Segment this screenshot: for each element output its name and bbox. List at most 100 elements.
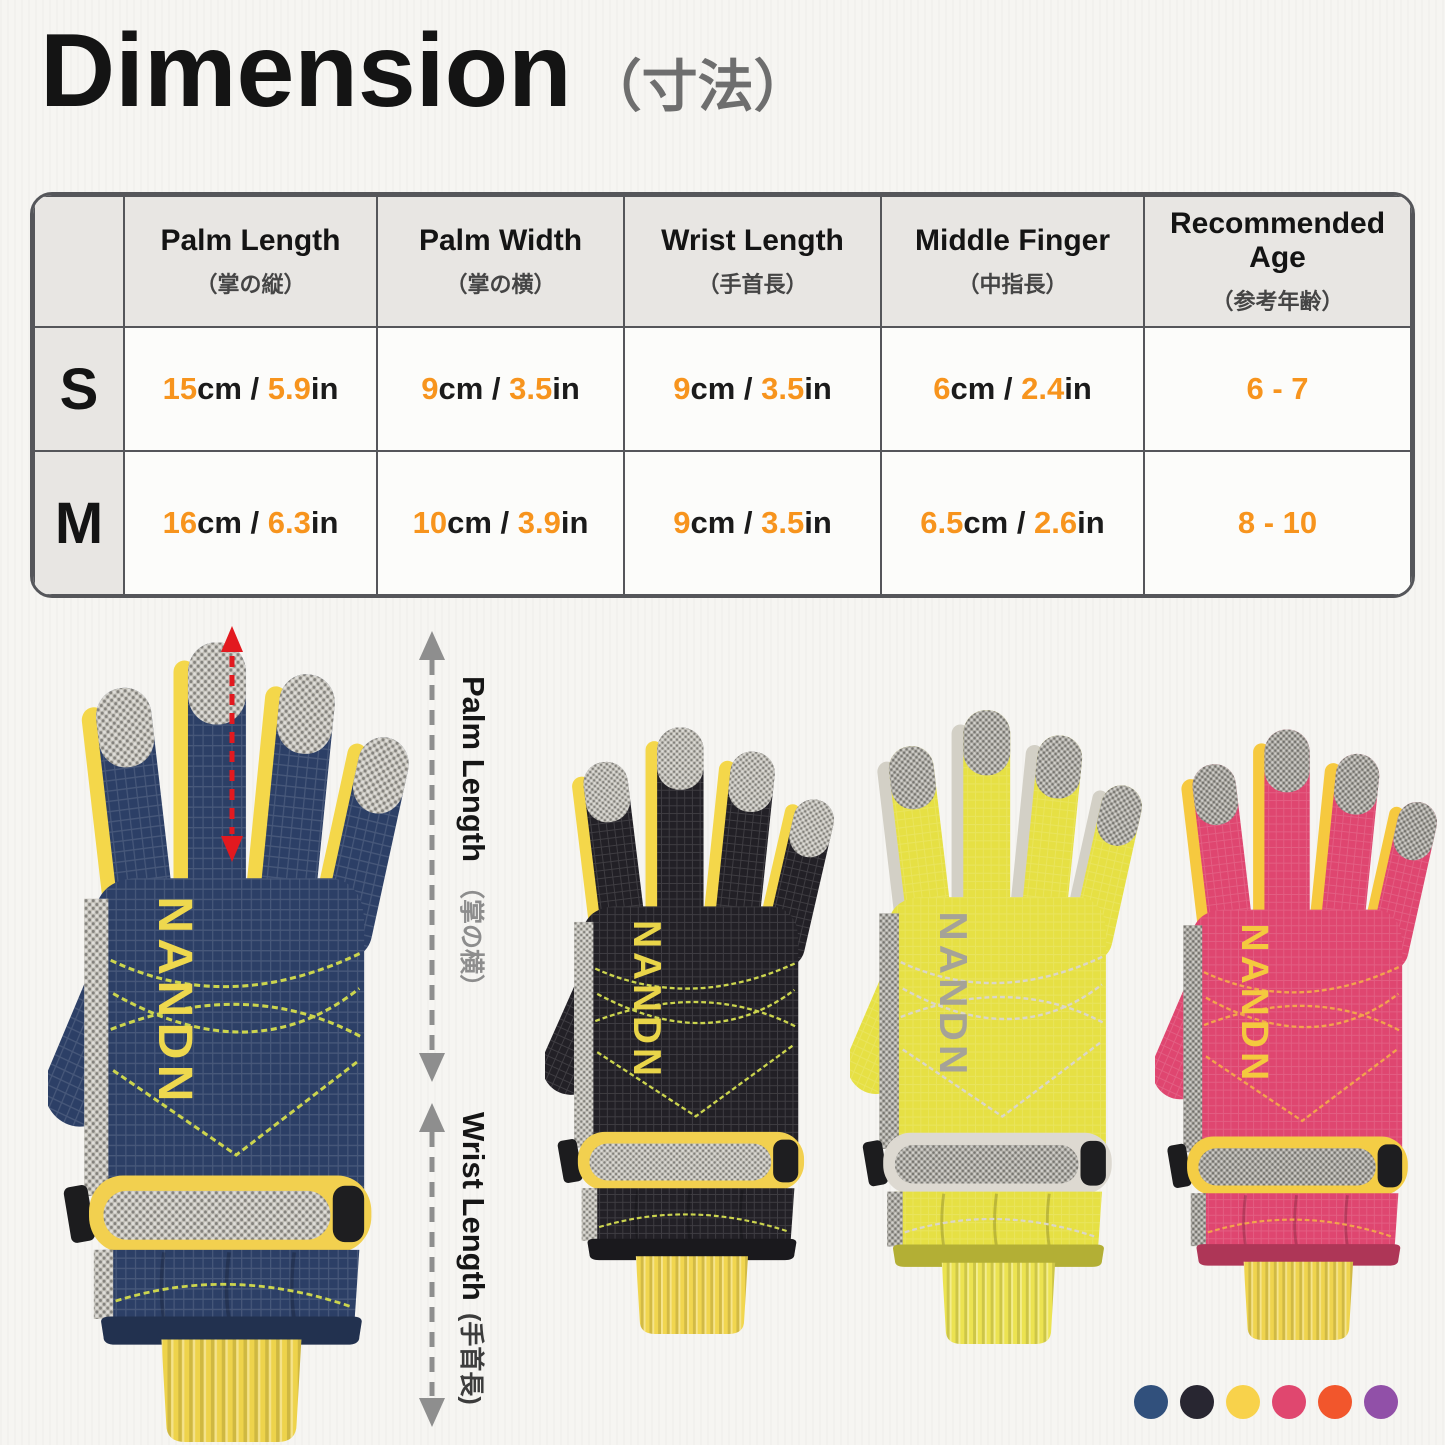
measurement-unit: in: [560, 505, 589, 540]
size-row: S 15cm / 5.9in 9cm / 3.5in 9cm / 3.5in 6cm /…: [33, 326, 1412, 452]
column-header-en: Wrist Length: [661, 224, 844, 258]
measurement-cell: 10cm / 3.9in: [376, 450, 625, 595]
color-swatch-navy: [1134, 1385, 1168, 1419]
measurement-num: 9: [421, 371, 439, 406]
measurement-num: 3.9: [517, 505, 561, 540]
palm-length-label: Palm Length （掌の横）: [456, 676, 491, 1000]
measurement-num: 9: [673, 371, 691, 406]
measurement-cell: 16cm / 6.3in: [123, 450, 378, 595]
stitching-lines: [900, 954, 1105, 1118]
measurement-unit: cm: [438, 371, 484, 406]
measurement-unit: in: [310, 505, 339, 540]
measurement-num: 3.5: [509, 371, 553, 406]
palm-length-label-en: Palm Length: [456, 676, 491, 863]
measurement-sep: /: [241, 371, 268, 406]
measurement-num: 16: [162, 505, 198, 540]
size-row: M 16cm / 6.3in 10cm / 3.9in 9cm / 3.5in 6.5c…: [33, 450, 1412, 595]
glove-black: NANDN: [545, 727, 834, 1334]
color-swatch-yellow: [1226, 1385, 1260, 1419]
measurement-unit: cm: [447, 505, 492, 540]
measurement-unit: in: [1077, 505, 1105, 540]
measurement-unit: cm: [690, 505, 736, 540]
column-header-en: Middle Finger: [915, 224, 1110, 258]
measurement-unit: in: [804, 505, 832, 540]
column-header: Palm Length （掌の縦）: [123, 195, 378, 328]
column-header: Wrist Length （手首長）: [623, 195, 882, 328]
measurement-unit: cm: [197, 371, 242, 406]
measurement-num: 3.5: [761, 505, 805, 540]
glove-navy: NANDN: [48, 642, 409, 1442]
glove-brand: NANDN: [1233, 923, 1275, 1084]
measurement-cell: 6cm / 2.4in: [880, 326, 1145, 452]
glove-pink: NANDN: [1155, 729, 1437, 1340]
measurement-num: 10: [412, 505, 448, 540]
glove-brand: NANDN: [931, 911, 974, 1078]
measurement-num: 5.9: [267, 371, 311, 406]
measurement-sep: /: [995, 371, 1022, 406]
column-header-jp: （参考年齢）: [1211, 288, 1344, 314]
page-title-japanese: （寸法）: [585, 55, 810, 118]
stitching-lines: [594, 961, 797, 1118]
column-header-en: Palm Width: [418, 224, 583, 258]
page-title-text: Dimension: [40, 13, 572, 129]
measurement-num: 15: [162, 371, 198, 406]
palm-length-arrow: [419, 631, 445, 1082]
size-chart: Palm Length （掌の縦） Palm Width （掌の横） Wrist Len…: [30, 192, 1415, 598]
measurement-num: 6.5: [920, 505, 964, 540]
recommended-age-cell: 8 - 10: [1143, 450, 1412, 595]
measurement-num: 3.5: [761, 371, 805, 406]
column-header: Palm Width （掌の横）: [376, 195, 625, 328]
color-swatch-orange: [1318, 1385, 1352, 1419]
measurement-cell: 9cm / 3.5in: [623, 326, 882, 452]
glove-yellow: NANDN: [850, 710, 1142, 1344]
measurement-sep: /: [491, 505, 518, 540]
stitching-lines: [1203, 965, 1401, 1123]
recommended-age-cell: 6 - 7: [1143, 326, 1412, 452]
color-swatch-pink: [1272, 1385, 1306, 1419]
page-title: Dimension （寸法）: [40, 13, 810, 129]
header-row: Palm Length （掌の縦） Palm Width （掌の横） Wrist Len…: [33, 195, 1412, 328]
glove-brand: NANDN: [148, 896, 202, 1107]
measurement-unit: cm: [197, 505, 242, 540]
measurement-cell: 9cm / 3.5in: [623, 450, 882, 595]
measurement-num: 9: [673, 505, 691, 540]
measurement-unit: in: [310, 371, 339, 406]
wrist-length-label: Wrist Length (手首長): [456, 1112, 491, 1405]
measurement-unit: in: [1064, 371, 1092, 406]
column-header-en: Recommended Age: [1169, 207, 1386, 274]
measurement-sep: /: [483, 371, 510, 406]
measurement-sep: /: [241, 505, 268, 540]
measurement-cell: 9cm / 3.5in: [376, 326, 625, 452]
color-swatch-purple: [1364, 1385, 1398, 1419]
wrist-length-arrow: [419, 1103, 445, 1427]
size-label: S: [33, 326, 125, 452]
column-header-jp: （手首長）: [697, 271, 808, 297]
stitching-lines: [110, 951, 363, 1157]
column-header: Recommended Age （参考年齢）: [1143, 195, 1412, 328]
color-swatch-black: [1180, 1385, 1214, 1419]
column-header-en: Palm Length: [160, 224, 341, 258]
measurement-num: 2.4: [1021, 371, 1065, 406]
measurement-sep: /: [735, 371, 762, 406]
size-table: Palm Length （掌の縦） Palm Width （掌の横） Wrist Len…: [33, 195, 1412, 595]
measurement-unit: cm: [963, 505, 1009, 540]
measurement-unit: in: [804, 371, 832, 406]
wrist-length-label-en: Wrist Length: [456, 1112, 491, 1301]
measurement-num: 6.3: [267, 505, 311, 540]
measurement-num: 2.6: [1034, 505, 1078, 540]
measurement-unit: cm: [950, 371, 996, 406]
wrist-length-label-jp: (手首長): [457, 1312, 485, 1405]
color-swatches: [1134, 1385, 1398, 1419]
corner-cell: [33, 195, 125, 328]
column-header-jp: （中指長）: [957, 271, 1068, 297]
measurement-sep: /: [1008, 505, 1035, 540]
column-header: Middle Finger （中指長）: [880, 195, 1145, 328]
measurement-cell: 6.5cm / 2.6in: [880, 450, 1145, 595]
measurement-num: 6: [933, 371, 951, 406]
column-header-jp: （掌の横）: [445, 271, 556, 297]
column-header-jp: （掌の縦）: [195, 271, 306, 297]
palm-length-label-jp: （掌の横）: [457, 874, 485, 1000]
glove-brand: NANDN: [625, 920, 668, 1080]
measurement-unit: in: [552, 371, 580, 406]
